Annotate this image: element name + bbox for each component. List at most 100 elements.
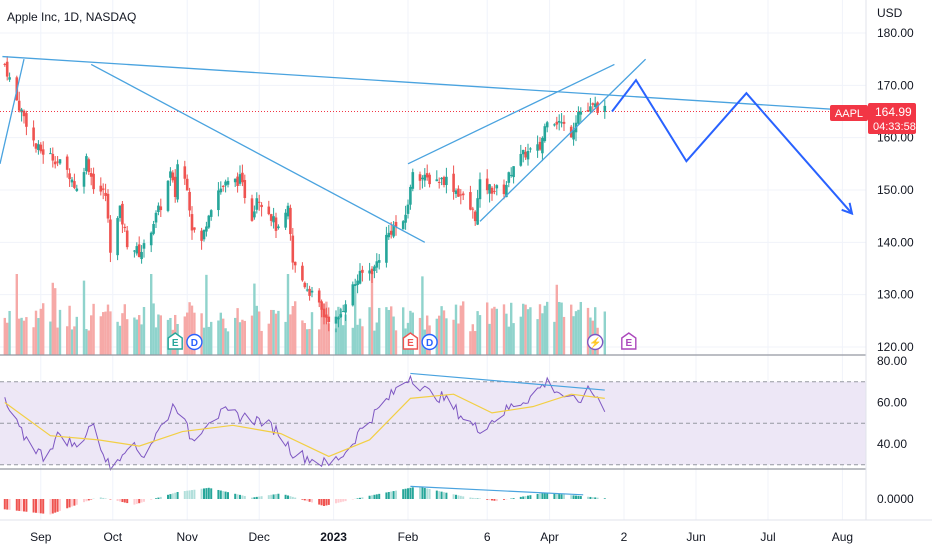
candle-body[interactable] — [557, 120, 561, 123]
candle-body[interactable] — [289, 207, 292, 235]
candle-body[interactable] — [351, 284, 355, 306]
candle-body[interactable] — [325, 314, 328, 318]
candle-body[interactable] — [171, 172, 175, 181]
candle-body[interactable] — [255, 198, 259, 210]
candle-body[interactable] — [543, 126, 547, 142]
candle-body[interactable] — [476, 198, 479, 225]
candle-body[interactable] — [87, 159, 91, 173]
candle-body[interactable] — [49, 153, 52, 155]
candle-body[interactable] — [404, 214, 407, 223]
event-marker-news[interactable]: ⚡ — [587, 333, 604, 351]
candle-body[interactable] — [529, 148, 532, 150]
candle-body[interactable] — [555, 121, 559, 125]
candle-body[interactable] — [459, 194, 463, 196]
projection-arrowhead[interactable] — [841, 202, 854, 216]
candle-body[interactable] — [385, 234, 388, 263]
candle-body[interactable] — [401, 221, 405, 230]
candle-body[interactable] — [51, 153, 55, 161]
candle-body[interactable] — [286, 205, 290, 217]
candle-body[interactable] — [152, 223, 155, 234]
candle-body[interactable] — [284, 212, 287, 228]
candle-body[interactable] — [39, 144, 43, 152]
price-axis[interactable]: 180.00 170.00 160.00 150.00 140.00 130.00 120.… — [865, 0, 932, 550]
candle-body[interactable] — [75, 188, 79, 191]
trendline-5[interactable] — [479, 58, 647, 222]
candle-body[interactable] — [305, 289, 309, 291]
candle-body[interactable] — [219, 188, 223, 193]
candle-body[interactable] — [32, 127, 35, 141]
candle-body[interactable] — [89, 173, 93, 177]
candle-body[interactable] — [73, 181, 76, 188]
candle-body[interactable] — [452, 173, 455, 192]
candle-body[interactable] — [272, 216, 275, 223]
candle-body[interactable] — [524, 151, 527, 158]
candle-body[interactable] — [327, 316, 331, 322]
candle-body[interactable] — [25, 113, 28, 127]
candle-body[interactable] — [3, 63, 7, 65]
candle-body[interactable] — [505, 185, 508, 198]
candle-body[interactable] — [236, 176, 239, 186]
candle-body[interactable] — [85, 156, 88, 172]
candle-body[interactable] — [221, 185, 225, 187]
candle-body[interactable] — [142, 243, 146, 249]
candle-body[interactable] — [185, 178, 189, 191]
candle-body[interactable] — [454, 190, 458, 194]
candle-body[interactable] — [579, 111, 583, 115]
candle-body[interactable] — [478, 179, 482, 200]
candle-body[interactable] — [133, 250, 136, 252]
candle-body[interactable] — [101, 188, 105, 190]
candle-body[interactable] — [411, 172, 415, 189]
candle-body[interactable] — [341, 311, 345, 313]
candle-body[interactable] — [154, 212, 158, 223]
candle-body[interactable] — [121, 203, 124, 225]
candle-body[interactable] — [310, 290, 314, 293]
candle-body[interactable] — [370, 268, 374, 275]
candle-body[interactable] — [425, 173, 429, 178]
candle-body[interactable] — [442, 177, 446, 185]
candle-body[interactable] — [488, 184, 491, 194]
candle-body[interactable] — [387, 232, 391, 238]
candle-body[interactable] — [293, 261, 297, 266]
candle-body[interactable] — [257, 201, 261, 203]
candle-body[interactable] — [202, 229, 206, 240]
candle-body[interactable] — [56, 161, 59, 163]
candle-body[interactable] — [99, 185, 103, 192]
candle-body[interactable] — [125, 230, 129, 248]
candle-body[interactable] — [301, 265, 304, 281]
candle-body[interactable] — [358, 270, 362, 284]
candle-body[interactable] — [274, 217, 278, 231]
event-marker-earnings[interactable]: E — [402, 332, 419, 350]
candle-body[interactable] — [562, 121, 566, 124]
candle-body[interactable] — [140, 251, 143, 260]
candle-body[interactable] — [507, 172, 511, 183]
candle-body[interactable] — [116, 218, 119, 256]
candle-body[interactable] — [308, 288, 311, 296]
candle-body[interactable] — [512, 166, 515, 178]
candle-body[interactable] — [238, 174, 242, 184]
candle-body[interactable] — [200, 230, 203, 241]
drawings[interactable] — [0, 55, 869, 243]
candle-body[interactable] — [157, 205, 160, 213]
candle-body[interactable] — [394, 221, 398, 227]
candle-body[interactable] — [356, 280, 359, 286]
candle-body[interactable] — [137, 244, 141, 258]
candle-body[interactable] — [490, 187, 494, 194]
candle-body[interactable] — [409, 186, 412, 205]
candle-body[interactable] — [469, 192, 472, 210]
candle-body[interactable] — [53, 161, 57, 165]
event-markers[interactable]: E D E D ⚡ E — [167, 332, 637, 351]
event-marker-earnings[interactable]: E — [621, 332, 637, 350]
candle-body[interactable] — [406, 204, 410, 214]
candle-body[interactable] — [457, 188, 460, 197]
candle-body[interactable] — [176, 164, 179, 200]
candle-body[interactable] — [440, 177, 443, 180]
candle-body[interactable] — [37, 144, 40, 150]
candle-body[interactable] — [495, 185, 499, 189]
candle-body[interactable] — [209, 210, 213, 217]
trendline-4[interactable] — [407, 63, 615, 165]
candle-body[interactable] — [421, 177, 424, 180]
candle-body[interactable] — [593, 103, 597, 108]
candle-body[interactable] — [344, 304, 347, 313]
time-axis[interactable]: Sep Oct Nov Dec 2023 Feb 6 Apr 2 Jun Jul Aug — [0, 519, 932, 544]
